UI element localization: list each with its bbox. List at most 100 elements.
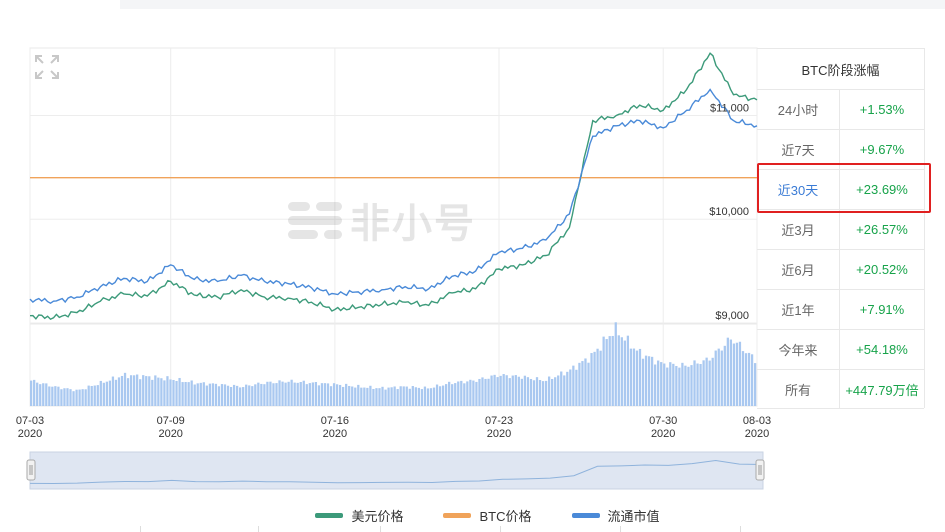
volume-bar (605, 339, 608, 406)
volume-bar (523, 375, 527, 406)
volume-bar (723, 345, 726, 406)
range-navigator[interactable] (26, 451, 765, 490)
stats-value: +54.18% (856, 342, 908, 357)
navigator-handle-left[interactable] (26, 459, 36, 481)
volume-bar (148, 376, 151, 406)
stats-row-3m[interactable]: 近3月 +26.57% (757, 210, 924, 250)
volume-bar (669, 362, 672, 406)
volume-bar (30, 380, 33, 406)
stats-row-all[interactable]: 所有 +447.79万倍 (757, 370, 924, 409)
x-tick-label: 07-16 (321, 415, 349, 427)
volume-bar (414, 387, 417, 406)
x-tick-year: 2020 (323, 428, 347, 440)
volume-bar (490, 375, 493, 406)
volume-bar (323, 383, 327, 406)
volume-bar (750, 354, 754, 406)
volume-bar (623, 340, 626, 406)
stats-row-7d[interactable]: 近7天 +9.67% (757, 130, 924, 170)
stats-value: +20.52% (856, 262, 908, 277)
volume-bar (36, 382, 39, 406)
fullscreen-expand-icon[interactable] (34, 54, 60, 80)
volume-bar (275, 383, 278, 406)
volume-bar (375, 388, 378, 406)
volume-bar (393, 386, 396, 406)
volume-bar (96, 385, 99, 406)
volume-bar (678, 367, 681, 406)
volume-bar (584, 358, 587, 406)
volume-bar (438, 386, 442, 406)
volume-bar (644, 355, 648, 406)
series-line-2 (29, 88, 758, 305)
volume-bar (169, 379, 172, 406)
volume-bar (620, 337, 623, 406)
volume-bar (699, 364, 702, 406)
volume-bar (99, 380, 102, 406)
legend-item-btc-price[interactable]: BTC价格 (443, 506, 532, 524)
volume-bar (248, 385, 251, 406)
volume-bar (547, 376, 551, 406)
volume-bar (348, 385, 351, 406)
volume-bar (366, 387, 369, 406)
volume-bar (39, 384, 42, 406)
stats-row-ytd[interactable]: 今年来 +54.18% (757, 330, 924, 370)
stats-panel: BTC阶段涨幅 24小时 +1.53% 近7天 +9.67% 近30天 +23.… (757, 48, 925, 409)
volume-bar (184, 381, 187, 406)
volume-bar (508, 378, 511, 406)
stats-row-1y[interactable]: 近1年 +7.91% (757, 290, 924, 330)
volume-bar (351, 386, 354, 406)
volume-bar (602, 336, 605, 406)
volume-bar (332, 383, 336, 406)
volume-bar (714, 350, 717, 406)
volume-bar (136, 374, 139, 406)
volume-bar (432, 387, 436, 406)
volume-bar (360, 387, 363, 406)
volume-bar (417, 387, 420, 406)
volume-bar (608, 336, 611, 406)
volume-bar (554, 377, 557, 406)
volume-bar (638, 348, 642, 406)
volume-bar (517, 376, 520, 406)
x-tick-year: 2020 (158, 428, 182, 440)
x-tick-year: 2020 (651, 428, 675, 440)
volume-bar (217, 386, 221, 406)
volume-bar (396, 389, 399, 406)
legend-item-market-cap[interactable]: 流通市值 (571, 506, 660, 524)
volume-bar (317, 385, 321, 406)
volume-bar (160, 378, 163, 406)
volume-bar (702, 360, 705, 406)
x-tick-label: 07-03 (16, 415, 44, 427)
volume-bar (732, 343, 736, 406)
volume-bar (132, 375, 136, 406)
volume-bar (684, 365, 687, 406)
stats-row-30d[interactable]: 近30天 +23.69% (757, 170, 924, 210)
x-tick-year: 2020 (487, 428, 511, 440)
volume-bar (472, 380, 475, 406)
volume-bar (114, 379, 118, 406)
volume-bar (187, 382, 190, 406)
volume-bar (663, 363, 666, 406)
navigator-handle-right[interactable] (755, 459, 765, 481)
volume-bar (566, 371, 569, 406)
volume-bar (157, 377, 160, 406)
volume-bar (190, 380, 193, 406)
volume-bar (69, 389, 72, 406)
volume-bar (211, 383, 215, 406)
volume-bar (529, 378, 533, 406)
volume-bar (390, 387, 393, 406)
volume-bar (696, 363, 699, 406)
volume-bar (650, 356, 654, 406)
volume-bar (744, 353, 748, 406)
stats-row-24h[interactable]: 24小时 +1.53% (757, 90, 924, 130)
volume-bar (78, 389, 81, 406)
legend-item-usd-price[interactable]: 美元价格 (315, 506, 403, 524)
volume-bar (75, 389, 78, 406)
x-tick-year: 2020 (745, 428, 769, 440)
volume-bar (66, 388, 69, 406)
volume-bar (408, 388, 411, 406)
volume-bar (308, 383, 311, 406)
volume-bar (557, 375, 560, 406)
stats-row-6m[interactable]: 近6月 +20.52% (757, 250, 924, 290)
volume-bar (342, 386, 345, 406)
volume-bar (381, 386, 384, 406)
